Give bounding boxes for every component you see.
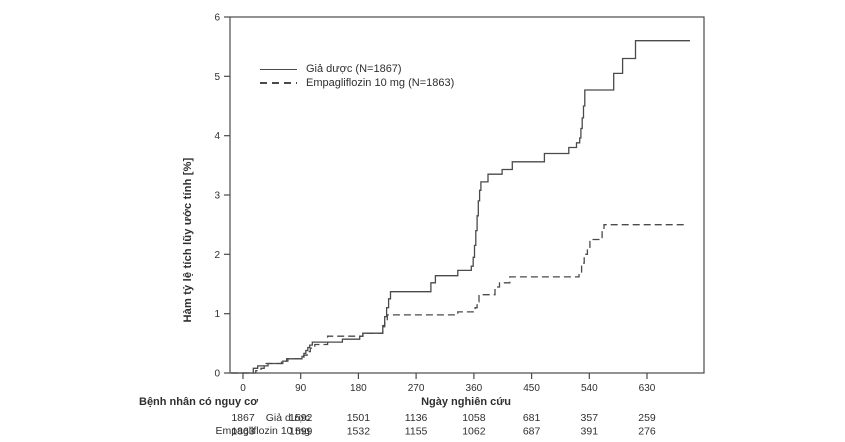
y-tick-label: 0 bbox=[214, 369, 220, 380]
risk-count: 1532 bbox=[347, 426, 371, 438]
legend: Giả dược (N=1867) Empagliflozin 10 mg (N… bbox=[260, 62, 454, 90]
y-tick-label: 6 bbox=[214, 13, 220, 24]
x-tick-label: 450 bbox=[523, 383, 540, 394]
y-tick-label: 5 bbox=[214, 72, 220, 83]
risk-table-header: Bệnh nhân có nguy cơ bbox=[139, 396, 259, 408]
risk-count: 276 bbox=[638, 426, 656, 438]
risk-count: 391 bbox=[581, 426, 599, 438]
risk-count: 1136 bbox=[405, 412, 428, 424]
x-tick-label: 0 bbox=[240, 383, 246, 394]
risk-count: 681 bbox=[523, 412, 541, 424]
x-tick-label: 630 bbox=[639, 383, 656, 394]
y-tick-label: 1 bbox=[214, 309, 220, 320]
series-line-placebo bbox=[231, 40, 690, 374]
legend-dashed-line-sample bbox=[260, 82, 297, 84]
risk-count: 1599 bbox=[289, 426, 313, 438]
legend-label-placebo: Giả dược (N=1867) bbox=[306, 63, 402, 75]
legend-item-empagliflozin: Empagliflozin 10 mg (N=1863) bbox=[260, 76, 454, 90]
risk-count: 259 bbox=[638, 412, 656, 424]
legend-solid-line-sample bbox=[260, 68, 297, 70]
x-tick-label: 270 bbox=[408, 383, 425, 394]
risk-count: 1592 bbox=[289, 412, 313, 424]
risk-count: 1062 bbox=[462, 426, 486, 438]
risk-row-label-placebo: Giả dược bbox=[265, 412, 310, 424]
x-tick-label: 180 bbox=[350, 383, 367, 394]
risk-count: 1863 bbox=[231, 426, 255, 438]
risk-count: 357 bbox=[581, 412, 599, 424]
y-axis-label: Hàm tỷ lệ tích lũy ước tính [%] bbox=[182, 157, 194, 323]
risk-count: 1155 bbox=[405, 426, 428, 438]
risk-count: 1501 bbox=[347, 412, 371, 424]
risk-row-label-empagliflozin: Empagliflozin 10 mg bbox=[215, 425, 310, 437]
risk-count: 1058 bbox=[462, 412, 486, 424]
x-tick-label: 360 bbox=[466, 383, 483, 394]
legend-item-placebo: Giả dược (N=1867) bbox=[260, 62, 454, 76]
x-tick-label: 90 bbox=[295, 383, 307, 394]
legend-label-empagliflozin: Empagliflozin 10 mg (N=1863) bbox=[306, 77, 455, 89]
y-tick-label: 2 bbox=[214, 250, 220, 261]
x-tick-label: 540 bbox=[581, 383, 598, 394]
x-axis-label: Ngày nghiên cứu bbox=[421, 396, 511, 408]
y-tick-label: 3 bbox=[214, 191, 220, 202]
risk-count: 1867 bbox=[231, 412, 255, 424]
risk-count: 687 bbox=[523, 426, 541, 438]
y-tick-label: 4 bbox=[214, 131, 220, 142]
series-line-empagliflozin bbox=[231, 224, 686, 374]
